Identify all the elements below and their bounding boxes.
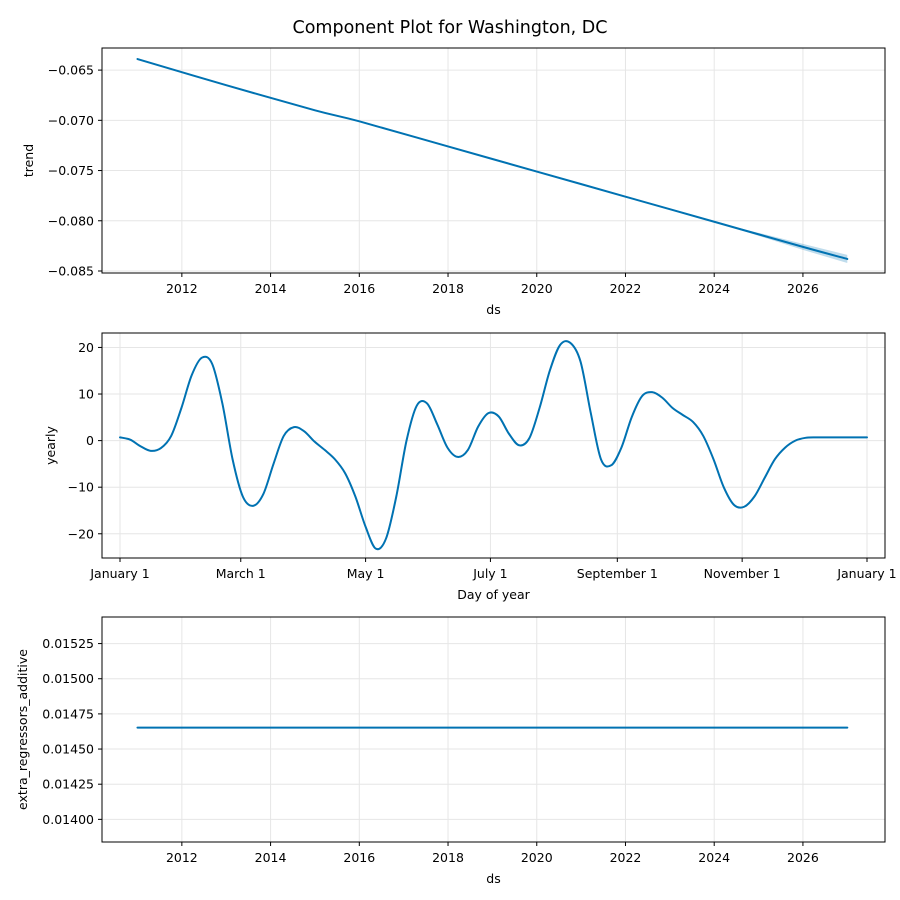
x-tick-label: 2018 — [432, 281, 464, 296]
x-tick-label: July 1 — [472, 566, 507, 581]
axes-frame — [101, 47, 886, 274]
y-axis-label: extra_regressors_additive — [15, 649, 30, 810]
x-tick-label: 2026 — [787, 281, 819, 296]
panels-container: 2012 2014 2016 2018 2020 2022 2024 2026 −0.085 −0… — [15, 47, 897, 886]
y-tick-label: 0.01400 — [42, 812, 94, 827]
y-tick-label: 20 — [78, 340, 94, 355]
x-axis-label: ds — [486, 871, 500, 886]
x-tick-label: 2012 — [166, 281, 198, 296]
panel-trend: 2012 2014 2016 2018 2020 2022 2024 2026 −0.085 −0… — [21, 47, 886, 317]
x-tick-label: 2016 — [343, 850, 375, 865]
y-tick-label: 0.01525 — [42, 636, 94, 651]
x-tick-label: 2022 — [610, 850, 642, 865]
x-tick-label: May 1 — [347, 566, 385, 581]
y-tick-label: −0.075 — [48, 163, 94, 178]
x-tick-label: 2018 — [432, 850, 464, 865]
x-axis-label: ds — [486, 302, 500, 317]
x-axis-label: Day of year — [457, 587, 530, 602]
x-tick-label: 2022 — [610, 281, 642, 296]
y-tick-label: 0 — [86, 433, 94, 448]
x-tick-label: March 1 — [216, 566, 266, 581]
y-tick-label: −0.065 — [48, 63, 94, 78]
axes-frame — [101, 332, 886, 559]
axes-frame — [101, 616, 886, 843]
x-tick-label: 2014 — [255, 850, 287, 865]
x-tick-label: 2026 — [787, 850, 819, 865]
x-tick-label: 2024 — [698, 281, 730, 296]
x-tick-label: 2016 — [343, 281, 375, 296]
trend-series-line — [136, 58, 849, 260]
panel-yearly: January 1 March 1 May 1 July 1 September 1 No… — [43, 332, 897, 602]
x-tick-label: 2020 — [521, 850, 553, 865]
x-tick-label: January 1 — [836, 566, 896, 581]
y-tick-label: −20 — [68, 526, 94, 541]
x-tick-label: January 1 — [89, 566, 149, 581]
y-axis-label: yearly — [43, 426, 58, 465]
figure-title: Component Plot for Washington, DC — [293, 18, 608, 38]
y-axis-label: trend — [21, 144, 36, 177]
y-tick-label: 0.01475 — [42, 706, 94, 721]
x-tick-label: November 1 — [704, 566, 781, 581]
y-tick-label: −0.080 — [48, 213, 94, 228]
y-tick-label: −0.070 — [48, 113, 94, 128]
y-tick-label: 0.01425 — [42, 777, 94, 792]
y-tick-label: −0.085 — [48, 263, 94, 278]
y-tick-label: 10 — [78, 387, 94, 402]
x-tick-label: 2020 — [521, 281, 553, 296]
panel-extra_regressors_additive: 2012 2014 2016 2018 2020 2022 2024 2026 0.01400 0… — [15, 616, 886, 886]
y-tick-label: 0.01450 — [42, 742, 94, 757]
x-tick-label: 2024 — [698, 850, 730, 865]
y-tick-label: 0.01500 — [42, 671, 94, 686]
x-tick-label: September 1 — [577, 566, 658, 581]
x-tick-label: 2012 — [166, 850, 198, 865]
y-tick-label: −10 — [68, 480, 94, 495]
x-tick-label: 2014 — [255, 281, 287, 296]
yearly-series-line — [119, 340, 868, 551]
